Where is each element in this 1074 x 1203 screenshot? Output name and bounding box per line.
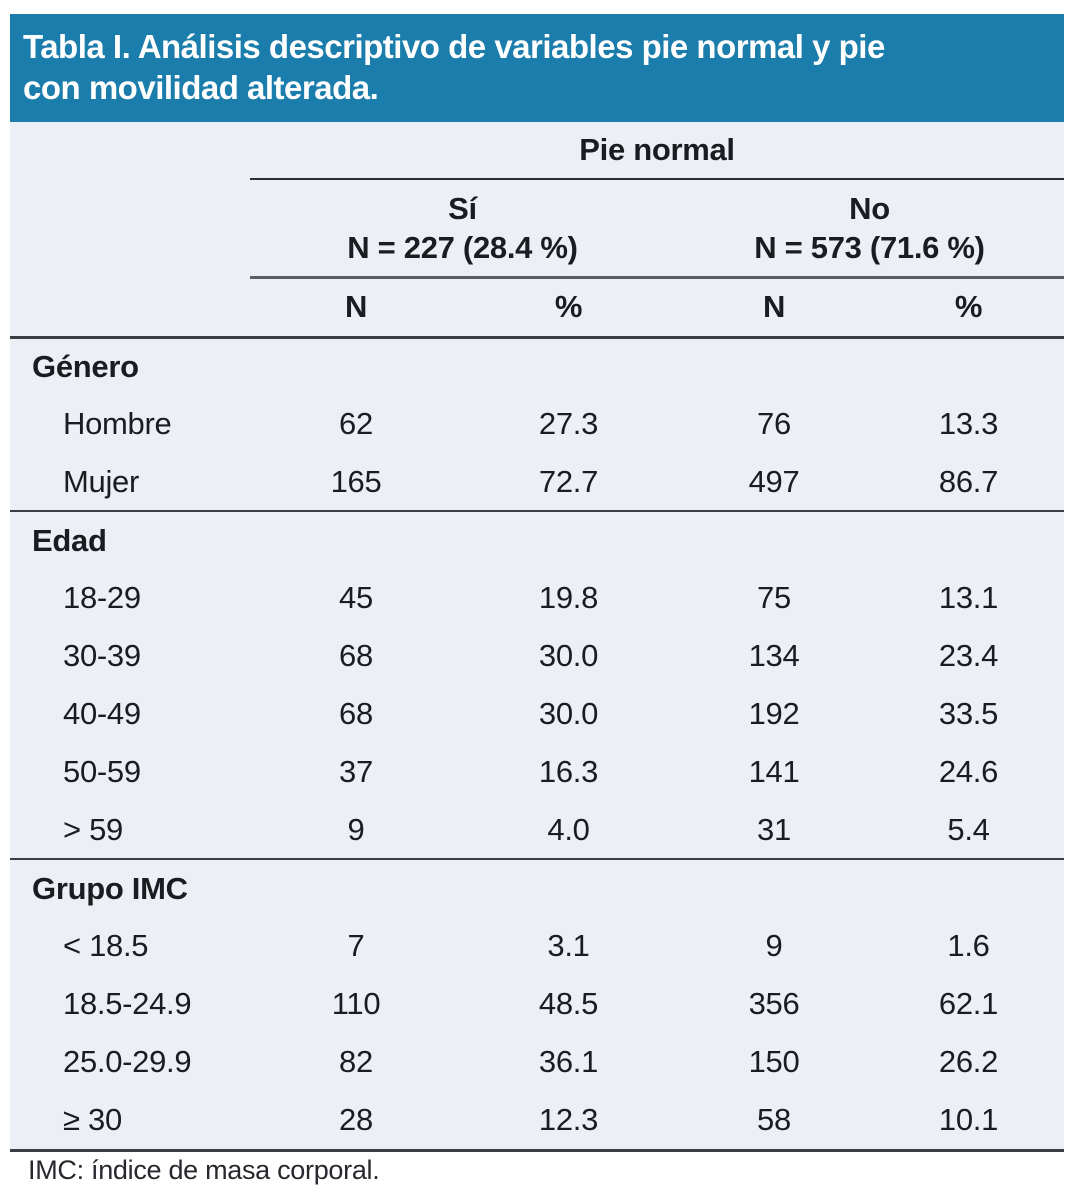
table-header: Pie normal Sí N = 227 (28.4 %) No N = 57… — [10, 122, 1064, 339]
table-row: Hombre 62 27.3 76 13.3 — [10, 395, 1064, 453]
row-label: Mujer — [63, 463, 140, 499]
cell-value: 24.6 — [938, 754, 999, 789]
table-background: Pie normal Sí N = 227 (28.4 %) No N = 57… — [10, 122, 1064, 1152]
table-row: 50-59 37 16.3 141 24.6 — [10, 743, 1064, 801]
table-title-line-2: con movilidad alterada. — [23, 69, 379, 106]
descriptive-stats-table: Pie normal Sí N = 227 (28.4 %) No N = 57… — [10, 122, 1064, 1149]
group-header-pie-normal: Pie normal — [250, 122, 1064, 180]
cell-value: 9 — [765, 928, 783, 963]
cell-value: 12.3 — [538, 1102, 599, 1137]
col-header-pct-no: % — [873, 277, 1064, 339]
cell-value: 497 — [748, 463, 800, 499]
cell-value: 75 — [757, 580, 791, 615]
table-row: 18-29 45 19.8 75 13.1 — [10, 569, 1064, 627]
table-title-bar: Tabla I. Análisis descriptivo de variabl… — [10, 14, 1064, 122]
table-row: > 59 9 4.0 31 5.4 — [10, 801, 1064, 859]
cell-value: 19.8 — [538, 580, 599, 615]
cell-value: 62 — [339, 406, 373, 441]
row-label: 30-39 — [63, 638, 141, 673]
subgroup-si-n: N = 227 (28.4 %) — [347, 229, 578, 265]
cell-value: 1.6 — [947, 928, 990, 963]
cell-value: 62.1 — [938, 986, 999, 1021]
cell-value: 30.0 — [538, 696, 599, 731]
subgroup-header-row: Sí N = 227 (28.4 %) No N = 573 (71.6 %) — [10, 179, 1064, 279]
group-header-row: Pie normal — [10, 122, 1064, 180]
table-card: Tabla I. Análisis descriptivo de variabl… — [10, 14, 1064, 1152]
cell-value: 5.4 — [947, 811, 990, 847]
cell-value: 31 — [757, 811, 791, 847]
row-label: 40-49 — [63, 696, 141, 731]
cell-value: 33.5 — [938, 696, 999, 731]
cell-value: 68 — [339, 696, 373, 731]
cell-value: 192 — [748, 696, 800, 731]
cell-value: 110 — [331, 986, 381, 1021]
row-label: ≥ 30 — [63, 1102, 122, 1137]
table-body: Género Hombre 62 27.3 76 13.3 Mujer 165 72.7 497 8… — [10, 337, 1064, 1149]
section-heading: Género — [32, 348, 139, 384]
cell-value: 10.1 — [938, 1102, 999, 1137]
table-row: 30-39 68 30.0 134 23.4 — [10, 627, 1064, 685]
subgroup-si-label: Sí — [448, 190, 477, 226]
cell-value: 7 — [347, 928, 365, 963]
cell-value: 13.3 — [938, 406, 999, 441]
cell-value: 150 — [748, 1044, 800, 1079]
footnote: IMC: índice de masa corporal. — [28, 1155, 380, 1185]
row-label: 50-59 — [63, 754, 141, 789]
cell-value: 356 — [748, 986, 800, 1021]
table-row: ≥ 30 28 12.3 58 10.1 — [10, 1091, 1064, 1149]
cell-value: 72.7 — [538, 463, 599, 499]
table-row: Mujer 165 72.7 497 86.7 — [10, 453, 1064, 511]
row-label: < 18.5 — [63, 928, 149, 963]
cell-value: 26.2 — [938, 1044, 999, 1079]
empty-corner-cell — [10, 122, 250, 179]
cell-value: 23.4 — [938, 638, 999, 673]
cell-value: 165 — [330, 463, 382, 499]
table-row: 25.0-29.9 82 36.1 150 26.2 — [10, 1033, 1064, 1091]
cell-value: 36.1 — [538, 1044, 599, 1079]
cell-value: 37 — [339, 754, 373, 789]
table-row: < 18.5 7 3.1 9 1.6 — [10, 917, 1064, 975]
table-row: 18.5-24.9 110 48.5 356 62.1 — [10, 975, 1064, 1033]
cell-value: 45 — [339, 580, 373, 615]
cell-value: 16.3 — [538, 754, 599, 789]
cell-value: 82 — [339, 1044, 373, 1079]
empty-corner-cell — [10, 179, 250, 277]
row-label: 18.5-24.9 — [63, 986, 192, 1021]
cell-value: 13.1 — [938, 580, 999, 615]
empty-corner-cell — [10, 277, 250, 339]
cell-value: 9 — [347, 811, 365, 847]
cell-value: 58 — [757, 1102, 791, 1137]
subgroup-no-label: No — [849, 190, 890, 226]
cell-value: 48.5 — [538, 986, 599, 1021]
subgroup-no-n: N = 573 (71.6 %) — [754, 229, 985, 265]
section-heading-row: Grupo IMC — [10, 858, 1064, 917]
section-heading-row: Género — [10, 337, 1064, 395]
col-header-n-no: N — [675, 277, 873, 339]
cell-value: 76 — [757, 406, 791, 441]
cell-value: 4.0 — [547, 811, 590, 847]
section-heading: Edad — [10, 510, 1064, 569]
column-header-row: N % N % — [10, 277, 1064, 339]
section-heading: Grupo IMC — [10, 858, 1064, 917]
row-label: > 59 — [63, 811, 123, 847]
subgroup-header-no: No N = 573 (71.6 %) — [675, 179, 1064, 279]
cell-value: 28 — [339, 1102, 373, 1137]
row-label: 25.0-29.9 — [63, 1044, 192, 1079]
cell-value: 134 — [748, 638, 800, 673]
row-label: Hombre — [63, 406, 172, 441]
cell-value: 141 — [748, 754, 800, 789]
cell-value: 3.1 — [547, 928, 590, 963]
row-label: 18-29 — [63, 580, 141, 615]
cell-value: 86.7 — [938, 463, 999, 499]
col-header-n-si: N — [250, 277, 462, 339]
table-row: 40-49 68 30.0 192 33.5 — [10, 685, 1064, 743]
table-title-line-1: Tabla I. Análisis descriptivo de variabl… — [23, 28, 885, 65]
cell-value: 27.3 — [538, 406, 599, 441]
subgroup-header-si: Sí N = 227 (28.4 %) — [250, 179, 675, 279]
col-header-pct-si: % — [462, 277, 675, 339]
cell-value: 30.0 — [538, 638, 599, 673]
section-heading-row: Edad — [10, 510, 1064, 569]
cell-value: 68 — [339, 638, 373, 673]
